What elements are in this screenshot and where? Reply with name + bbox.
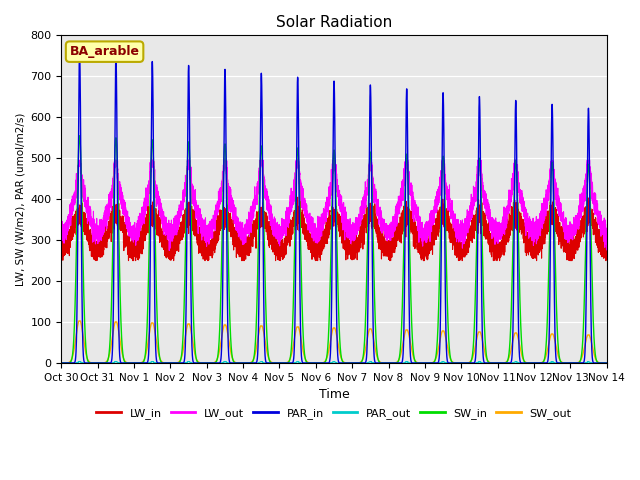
Line: LW_in: LW_in xyxy=(61,197,607,261)
LW_out xyxy=(456,222,464,228)
LW_out xyxy=(58,236,65,241)
LW_out xyxy=(472,186,479,192)
SW_out xyxy=(472,343,479,349)
SW_in xyxy=(316,360,323,366)
LW_in xyxy=(456,246,464,252)
PAR_in xyxy=(573,360,581,366)
PAR_out xyxy=(58,360,65,366)
PAR_in xyxy=(580,360,588,365)
PAR_out xyxy=(316,360,323,366)
PAR_in xyxy=(76,51,83,57)
LW_in xyxy=(580,217,588,223)
PAR_out xyxy=(573,360,581,366)
SW_out xyxy=(75,318,83,324)
Line: SW_out: SW_out xyxy=(61,321,607,363)
SW_out xyxy=(580,348,588,353)
PAR_in xyxy=(472,356,479,362)
PAR_out xyxy=(472,360,479,366)
PAR_in xyxy=(58,360,65,366)
X-axis label: Time: Time xyxy=(319,388,349,401)
PAR_in xyxy=(456,360,464,366)
Line: PAR_out: PAR_out xyxy=(61,361,607,363)
PAR_out xyxy=(580,360,588,366)
SW_in xyxy=(573,360,581,366)
PAR_out xyxy=(76,359,83,364)
LW_in xyxy=(294,194,301,200)
LW_in xyxy=(573,234,581,240)
PAR_out xyxy=(456,360,464,366)
SW_in xyxy=(580,315,588,321)
SW_in xyxy=(243,360,251,366)
LW_out xyxy=(75,157,83,163)
LW_in xyxy=(316,251,323,256)
SW_in xyxy=(58,360,65,366)
PAR_out xyxy=(603,360,611,366)
Line: LW_out: LW_out xyxy=(61,160,607,251)
Line: PAR_in: PAR_in xyxy=(61,54,607,363)
LW_in xyxy=(92,258,100,264)
PAR_in xyxy=(603,360,611,366)
PAR_in xyxy=(243,360,251,366)
SW_in xyxy=(76,133,83,139)
SW_out xyxy=(243,360,251,366)
LW_in xyxy=(58,246,65,252)
LW_in xyxy=(603,254,611,260)
LW_out xyxy=(603,247,611,252)
SW_in xyxy=(603,360,611,366)
SW_in xyxy=(472,291,479,297)
SW_out xyxy=(456,360,464,366)
Text: BA_arable: BA_arable xyxy=(70,45,140,58)
LW_in xyxy=(243,243,251,249)
PAR_in xyxy=(316,360,323,366)
LW_out xyxy=(580,195,588,201)
SW_out xyxy=(58,360,65,366)
LW_in xyxy=(472,222,479,228)
SW_out xyxy=(316,360,323,366)
LW_out xyxy=(243,229,251,235)
PAR_out xyxy=(58,360,65,366)
PAR_out xyxy=(243,360,251,366)
Title: Solar Radiation: Solar Radiation xyxy=(276,15,392,30)
SW_out xyxy=(573,360,581,366)
Line: SW_in: SW_in xyxy=(61,136,607,363)
Legend: LW_in, LW_out, PAR_in, PAR_out, SW_in, SW_out: LW_in, LW_out, PAR_in, PAR_out, SW_in, S… xyxy=(92,403,576,423)
SW_out xyxy=(603,360,611,366)
LW_out xyxy=(316,231,323,237)
LW_out xyxy=(573,220,581,226)
SW_in xyxy=(456,360,464,366)
LW_out xyxy=(165,248,173,253)
Y-axis label: LW, SW (W/m2), PAR (umol/m2/s): LW, SW (W/m2), PAR (umol/m2/s) xyxy=(15,112,25,286)
